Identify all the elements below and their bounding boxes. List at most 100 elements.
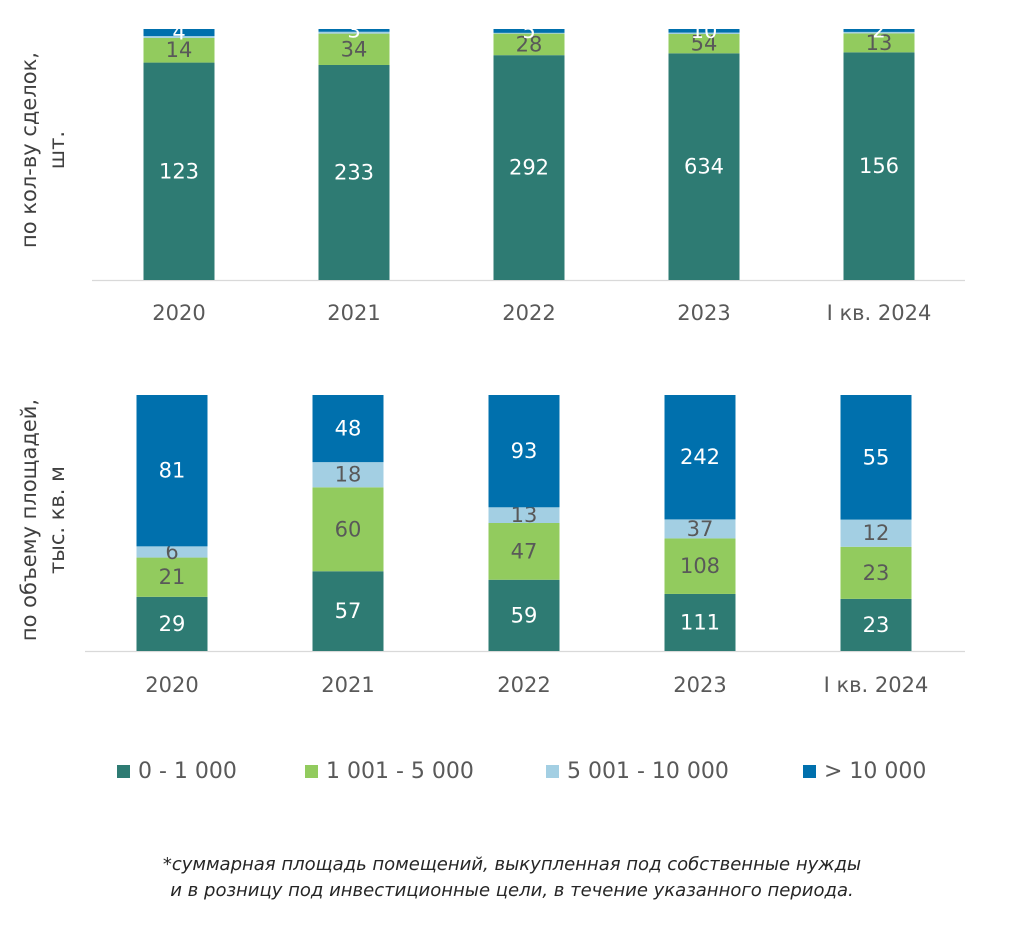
data-label: 12 <box>863 521 890 545</box>
footnote-line-2: и в розницу под инвестиционные цели, в т… <box>170 880 854 901</box>
bar-segment <box>493 33 565 56</box>
bar-segment <box>840 395 912 520</box>
y-axis-label: по кол-ву сделок, шт. <box>17 52 69 248</box>
y-axis-label-line: тыс. кв. м <box>45 466 69 574</box>
data-label: 10 <box>691 19 718 43</box>
data-label: 59 <box>511 603 538 627</box>
data-label: 5 <box>522 19 535 43</box>
bar-segment <box>136 395 208 547</box>
legend-item-5001-10000: 5 001 - 10 000 <box>546 755 729 787</box>
bar-segment <box>136 596 208 651</box>
x-tick-label: 2023 <box>673 673 726 697</box>
data-label: 3 <box>347 18 360 42</box>
data-label: 18 <box>335 463 362 487</box>
legend-label: 0 - 1 000 <box>138 758 237 784</box>
data-label: 93 <box>511 439 538 463</box>
bar-segment <box>843 33 915 53</box>
x-tick-label: 2020 <box>145 673 198 697</box>
bar-segment <box>136 557 208 597</box>
bar-segment <box>488 523 560 580</box>
x-tick-label: 2021 <box>321 673 374 697</box>
data-label: 23 <box>863 613 890 637</box>
data-label: 634 <box>684 155 724 179</box>
bar-segment <box>318 33 390 65</box>
data-label: 156 <box>859 154 899 178</box>
bar-segment <box>143 36 215 38</box>
bar-segment <box>488 395 560 508</box>
legend-swatch-icon <box>803 764 816 778</box>
bar-segment <box>668 53 740 281</box>
legend-item-1001-5000: 1 001 - 5 000 <box>305 755 474 787</box>
data-label: 2 <box>872 18 885 42</box>
stacked-bar-charts: 1231442020233343202129228520226345410202… <box>17 18 965 697</box>
bar-segment <box>664 395 736 520</box>
y-axis-label: по объему площадей, тыс. кв. м <box>17 399 69 641</box>
data-label: 292 <box>509 156 549 180</box>
data-label: 37 <box>687 517 714 541</box>
bar-segment <box>136 546 208 558</box>
x-tick-label: 2022 <box>497 673 550 697</box>
legend-item-over-10000: > 10 000 <box>803 755 926 787</box>
y-axis-label-line: шт. <box>45 131 69 169</box>
bar-segment <box>843 29 915 32</box>
data-label: 47 <box>511 539 538 563</box>
footnote-line-1: *суммарная площадь помещений, выкупленна… <box>162 854 862 875</box>
legend-label: > 10 000 <box>824 758 927 784</box>
bar-segment <box>843 52 915 280</box>
data-label: 55 <box>863 445 890 469</box>
bar-segment <box>668 29 740 33</box>
bar-segment <box>143 62 215 281</box>
y-axis-label-line: по кол-ву сделок, <box>17 52 41 248</box>
bar-segment <box>488 579 560 651</box>
bar-segment <box>668 32 740 35</box>
bar-segment <box>493 55 565 280</box>
data-label: 81 <box>159 459 186 483</box>
bar-segment <box>493 29 565 33</box>
legend: 0 - 1 000 1 001 - 5 000 5 001 - 10 000 >… <box>0 755 1024 787</box>
bar-segment <box>493 32 565 34</box>
data-label: 48 <box>335 417 362 441</box>
bar-segment <box>840 598 912 651</box>
data-label: 4 <box>172 21 185 45</box>
data-label: 29 <box>159 612 186 636</box>
data-label: 233 <box>334 160 374 184</box>
bar-segment <box>312 462 384 488</box>
legend-swatch-icon <box>117 764 130 778</box>
bar-segment <box>312 395 384 463</box>
bar-segment <box>143 37 215 63</box>
data-label: 34 <box>341 37 368 61</box>
data-label: 108 <box>680 554 720 578</box>
bar-segment <box>664 538 736 594</box>
data-label: 14 <box>166 38 193 62</box>
x-tick-label: I кв. 2024 <box>827 301 932 325</box>
bar-segment <box>664 593 736 651</box>
legend-label: 1 001 - 5 000 <box>326 758 474 784</box>
bar-segment <box>840 546 912 599</box>
bar-segment <box>488 507 560 523</box>
data-label: 28 <box>516 32 543 56</box>
bar-segment <box>143 29 215 37</box>
data-label: 23 <box>863 561 890 585</box>
data-label: 54 <box>691 32 718 56</box>
bar-segment <box>318 31 390 34</box>
data-label: 60 <box>335 517 362 541</box>
bar-segment <box>840 519 912 547</box>
data-label: 57 <box>335 599 362 623</box>
data-label: 242 <box>680 445 720 469</box>
bar-segment <box>843 31 915 34</box>
bar-segment <box>318 29 390 32</box>
legend-swatch-icon <box>305 764 318 778</box>
data-label: 21 <box>159 565 186 589</box>
data-label: 13 <box>866 31 893 55</box>
legend-item-0-1000: 0 - 1 000 <box>117 755 237 787</box>
x-tick-label: 2021 <box>327 301 380 325</box>
bar-segment <box>668 34 740 54</box>
x-tick-label: 2020 <box>152 301 205 325</box>
bar-segment <box>312 487 384 572</box>
legend-label: 5 001 - 10 000 <box>567 758 729 784</box>
legend-swatch-icon <box>546 764 559 778</box>
bar-segment <box>318 64 390 280</box>
x-tick-label: 2023 <box>677 301 730 325</box>
bar-segment <box>664 519 736 539</box>
bar-segment <box>312 571 384 651</box>
